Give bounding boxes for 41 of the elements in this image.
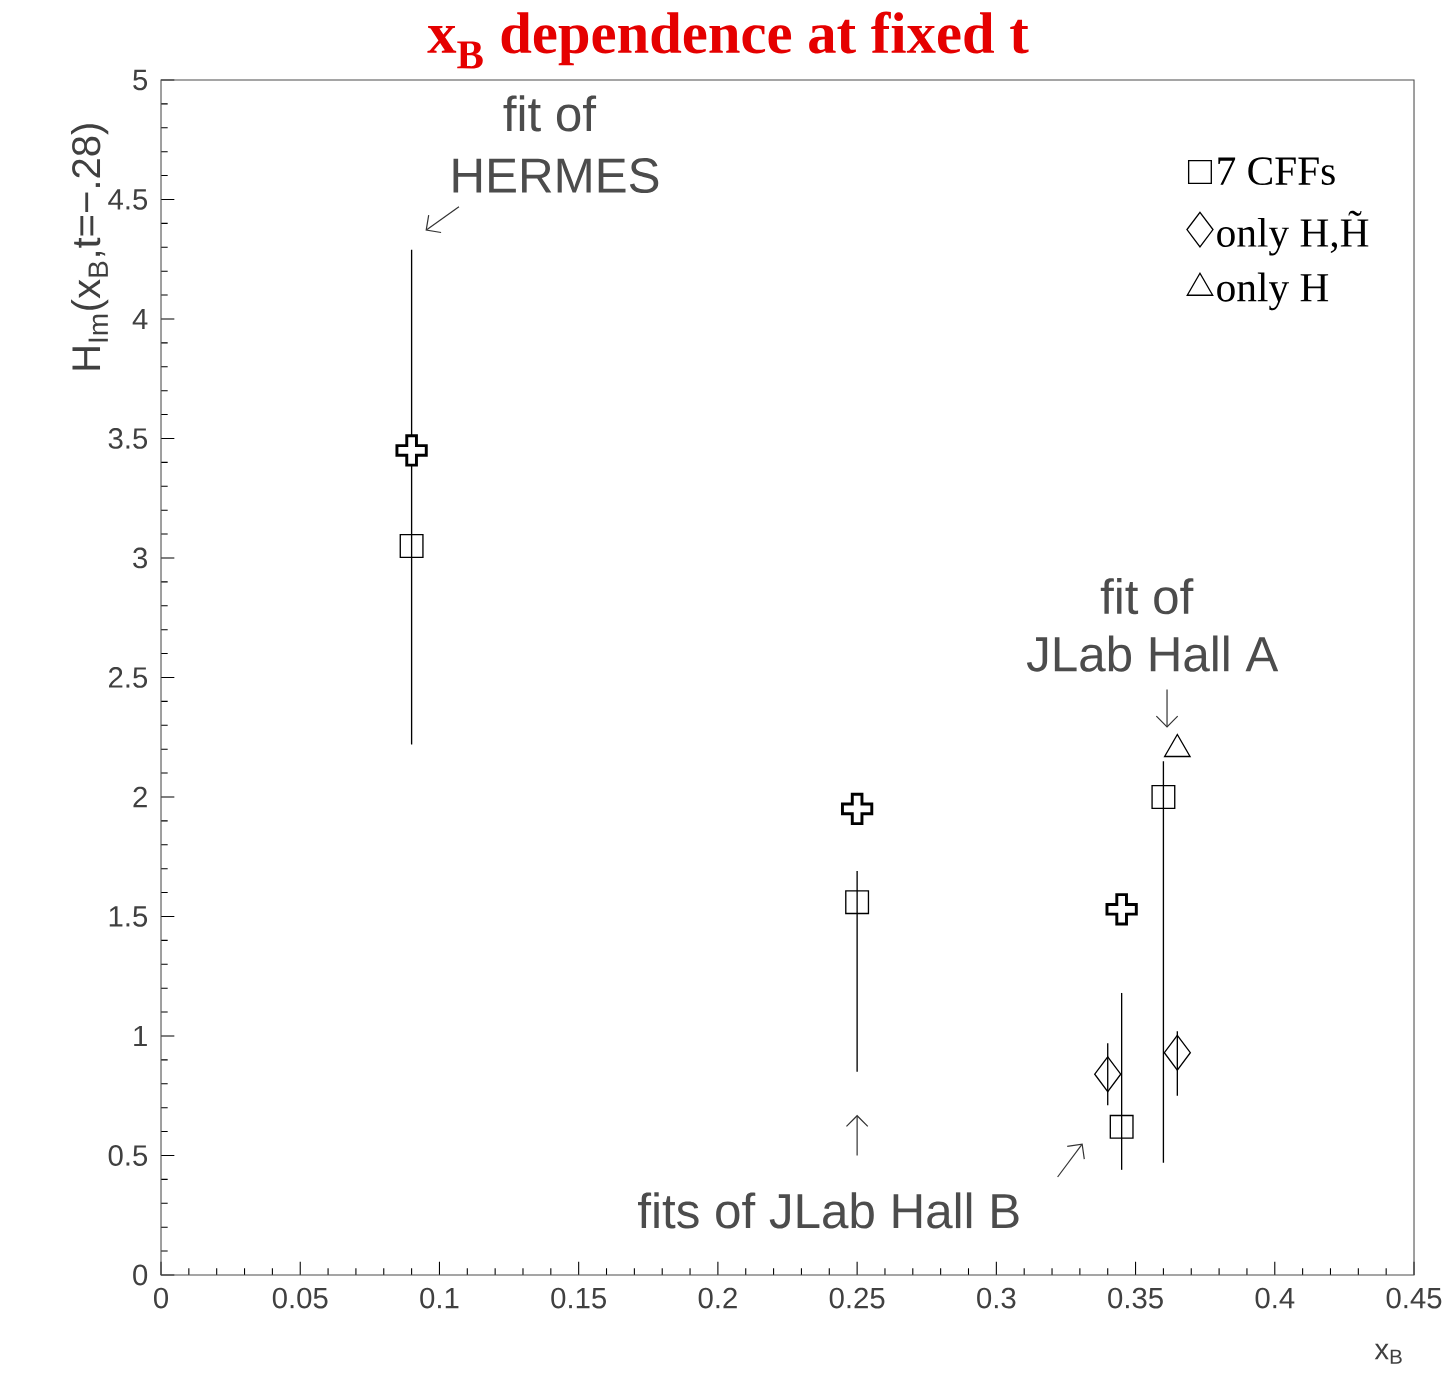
x-tick-label: 0.1 <box>420 1287 459 1309</box>
y-tick-label: 2 <box>133 786 147 808</box>
chart-title: x$_{B}$ dependence at fixed t <box>427 11 1029 69</box>
x-axis-title: x$_{B}$ <box>1374 1343 1402 1364</box>
annotation: JLab Hall A <box>1026 635 1279 672</box>
y-tick-label: 3.5 <box>108 428 148 449</box>
y-tick-label: 0.5 <box>108 1145 148 1166</box>
x-tick-label: 0.15 <box>551 1287 606 1309</box>
point <box>1163 1034 1191 1071</box>
x-tick-label: 0 <box>154 1287 169 1309</box>
annotation: fit of <box>503 95 597 132</box>
point <box>1094 1056 1122 1093</box>
point <box>1105 893 1138 926</box>
y-tick-label: 0 <box>133 1264 148 1286</box>
x-tick-label: 0.3 <box>977 1287 1016 1309</box>
y-tick-label: 4 <box>132 308 148 330</box>
y-axis-title: H$_{Im}$(x$_{B}$,t=−.28) <box>71 124 109 370</box>
x-tick-label: 0.05 <box>272 1287 328 1309</box>
x-tick-label: 0.45 <box>1386 1287 1442 1309</box>
point <box>845 890 870 915</box>
annotation: HERMES <box>453 158 659 194</box>
point <box>1151 784 1176 809</box>
y-tick-label: 2.5 <box>109 667 148 688</box>
annotation: fit of <box>1100 578 1194 615</box>
x-tick-label: 0.2 <box>698 1287 737 1309</box>
point <box>840 792 874 826</box>
legend-label: only H <box>1217 272 1329 311</box>
y-tick-label: 1.5 <box>109 906 148 927</box>
legend-label: 7 CFFs <box>1218 157 1335 186</box>
x-tick-label: 0.4 <box>1255 1287 1295 1309</box>
legend-label: only H,H̃ <box>1217 210 1369 256</box>
y-tick-label: 1 <box>134 1025 147 1047</box>
y-tick-label: 4.5 <box>108 189 148 210</box>
point <box>395 434 428 467</box>
point <box>1109 1114 1134 1139</box>
annotation: fits of JLab Hall B <box>638 1192 1019 1229</box>
x-tick-label: 0.25 <box>829 1287 885 1309</box>
y-tick-label: 3 <box>133 547 148 569</box>
y-tick-label: 5 <box>133 69 148 91</box>
point <box>399 534 424 559</box>
x-tick-label: 0.35 <box>1108 1287 1163 1309</box>
